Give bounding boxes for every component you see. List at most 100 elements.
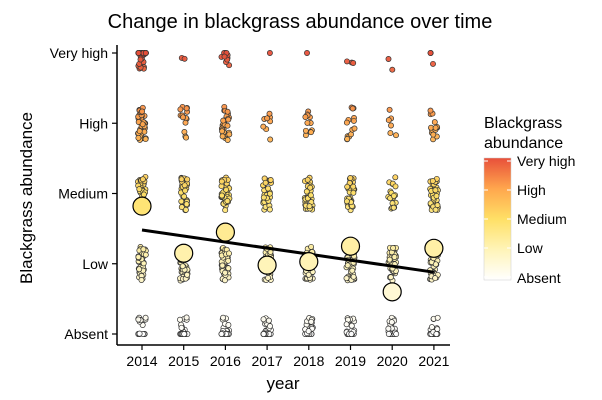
data-point xyxy=(343,119,350,126)
data-point xyxy=(219,262,226,269)
data-point xyxy=(221,277,228,284)
data-point xyxy=(181,331,188,337)
data-point xyxy=(142,314,149,321)
mean-point-2020 xyxy=(382,282,402,302)
data-point xyxy=(387,130,394,137)
data-point xyxy=(266,190,273,197)
legend-label-medium: Medium xyxy=(517,211,567,227)
data-point xyxy=(135,134,142,141)
data-point xyxy=(221,53,228,60)
mean-point-2018 xyxy=(299,252,319,272)
x-tick-label: 2016 xyxy=(210,353,241,369)
data-point xyxy=(226,131,233,138)
data-point xyxy=(226,250,232,257)
data-point xyxy=(180,114,186,121)
data-point xyxy=(142,50,149,56)
trend-line xyxy=(141,228,435,274)
data-point xyxy=(183,201,190,208)
data-point xyxy=(304,176,311,183)
data-point xyxy=(343,198,350,205)
x-tick-label: 2018 xyxy=(293,353,324,369)
data-point xyxy=(387,274,394,281)
y-axis-title: Blackgrass abundance xyxy=(17,112,36,284)
data-point xyxy=(308,318,315,325)
trend-line-group xyxy=(141,228,435,274)
data-point xyxy=(305,328,312,335)
data-point xyxy=(224,108,231,115)
mean-point-2021 xyxy=(424,238,444,258)
data-point xyxy=(142,251,149,258)
data-point xyxy=(137,56,144,63)
x-axis-title: year xyxy=(266,374,299,393)
data-point xyxy=(136,330,143,337)
data-point xyxy=(393,331,400,337)
color-legend: Blackgrass abundance Very high High Medi… xyxy=(483,115,575,286)
data-point xyxy=(350,117,357,124)
y-tick-label: Very high xyxy=(50,45,108,61)
y-tick-label: Absent xyxy=(64,326,108,342)
x-tick-label: 2020 xyxy=(377,353,408,369)
data-point xyxy=(430,131,437,138)
data-point xyxy=(177,316,183,323)
data-point xyxy=(183,105,190,112)
x-tick-label: 2019 xyxy=(335,353,366,369)
y-tick-label: Low xyxy=(82,256,109,272)
data-point xyxy=(427,107,434,114)
x-ticks: 2014 2015 2016 2017 2018 2019 2020 2021 xyxy=(126,345,450,369)
data-point xyxy=(184,271,191,278)
data-point xyxy=(432,206,439,213)
data-point xyxy=(139,176,146,183)
data-point xyxy=(136,266,143,273)
data-point xyxy=(264,115,271,122)
legend-label-absent: Absent xyxy=(517,270,561,286)
data-point xyxy=(178,176,185,183)
data-point xyxy=(344,183,351,190)
data-point xyxy=(265,274,271,281)
data-point xyxy=(385,56,392,62)
mean-points xyxy=(132,196,444,302)
data-point xyxy=(348,331,355,337)
data-point xyxy=(429,178,436,184)
data-point xyxy=(265,317,272,324)
data-point xyxy=(348,322,355,329)
data-point xyxy=(177,106,184,113)
data-point xyxy=(138,277,145,283)
data-point xyxy=(390,245,397,251)
data-point xyxy=(390,204,397,211)
data-point xyxy=(304,50,310,56)
data-point xyxy=(266,206,273,213)
legend-label-low: Low xyxy=(517,240,544,256)
data-point xyxy=(388,122,394,129)
data-point xyxy=(304,119,311,126)
data-point xyxy=(351,125,358,132)
data-point xyxy=(178,204,185,211)
data-point xyxy=(303,188,310,195)
x-tick-label: 2014 xyxy=(126,353,157,369)
data-point xyxy=(181,193,188,200)
data-point xyxy=(302,127,309,134)
data-point xyxy=(181,182,188,189)
data-point xyxy=(225,265,232,272)
data-point xyxy=(430,60,436,67)
data-point xyxy=(260,194,267,201)
mean-point-2019 xyxy=(340,236,361,256)
mean-point-2016 xyxy=(215,222,235,242)
data-point xyxy=(224,122,231,129)
data-point xyxy=(265,185,272,192)
data-point xyxy=(136,186,143,193)
data-point xyxy=(344,262,351,269)
data-point xyxy=(262,179,269,186)
data-point xyxy=(178,198,185,205)
legend-label-very-high: Very high xyxy=(517,153,575,169)
data-point xyxy=(350,189,357,196)
data-point xyxy=(434,314,441,321)
data-point xyxy=(225,322,232,328)
data-point xyxy=(135,316,142,323)
x-tick-label: 2015 xyxy=(168,353,199,369)
data-point xyxy=(140,246,147,253)
data-point xyxy=(386,106,393,113)
data-point xyxy=(392,183,399,190)
data-point xyxy=(266,110,273,117)
data-point xyxy=(344,58,350,65)
legend-title-line-1: Blackgrass xyxy=(484,115,562,132)
